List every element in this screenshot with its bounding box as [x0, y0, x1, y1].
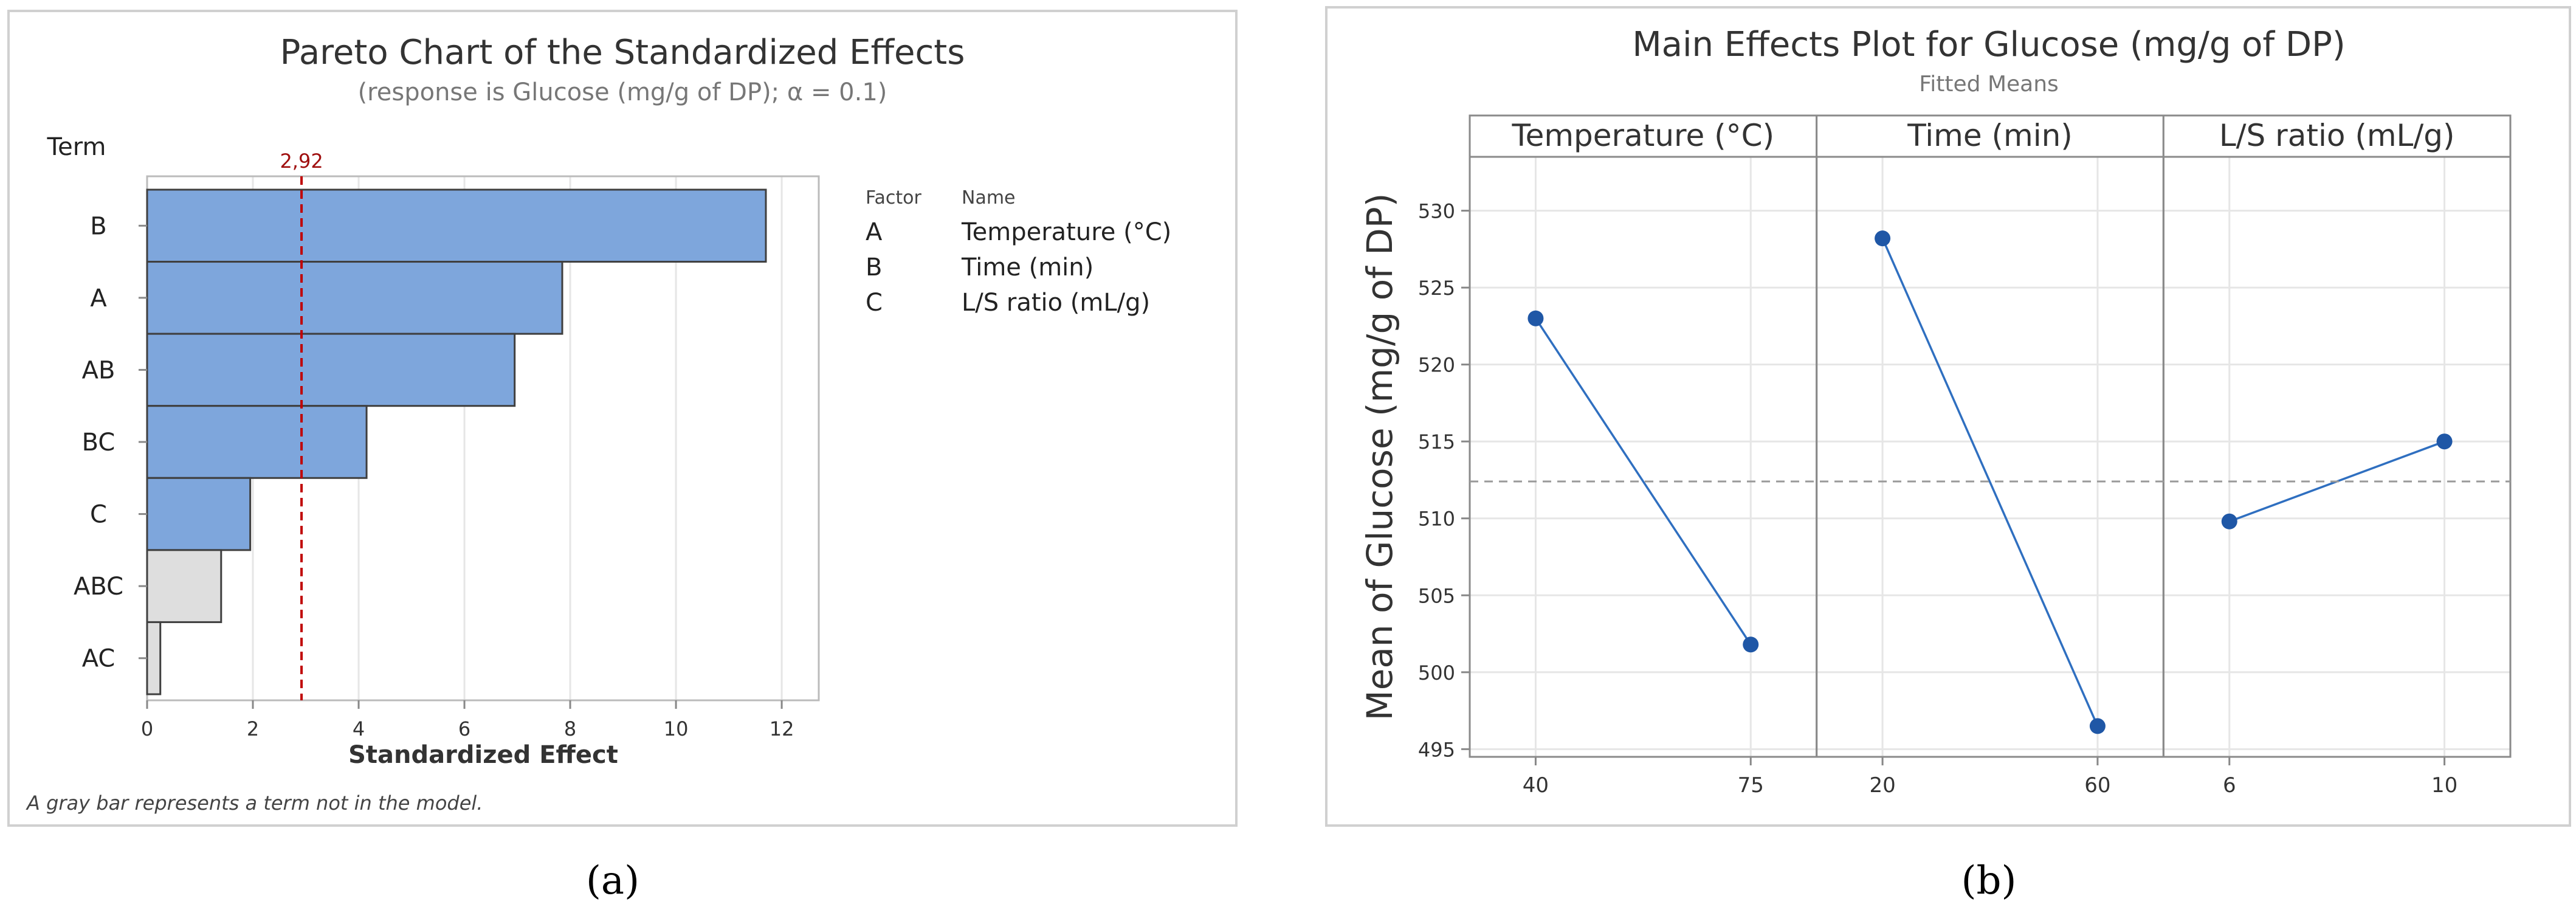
pareto-subtitle: (response is Glucose (mg/g of DP); α = 0…	[358, 78, 887, 106]
main-effects-panel: Main Effects Plot for Glucose (mg/g of D…	[1325, 6, 2571, 827]
pareto-x-tick-label: 10	[664, 717, 689, 740]
main-effects-y-tick-label: 515	[1418, 430, 1455, 454]
pareto-footnote: A gray bar represents a term not in the …	[26, 791, 483, 815]
factor-a-name: Temperature (°C)	[961, 218, 1171, 246]
main-effects-point	[2436, 433, 2453, 450]
pareto-bar-ac	[146, 621, 162, 695]
main-effects-point	[1743, 636, 1759, 653]
main-effects-y-tick-label: 530	[1418, 200, 1455, 223]
factor-b-name: Time (min)	[961, 253, 1093, 281]
main-effects-point	[1527, 310, 1544, 326]
main-effects-x-tick-label: 10	[2431, 773, 2457, 798]
pareto-x-tick-label: 4	[353, 717, 365, 740]
main-effects-x-tick-label: 6	[2223, 773, 2236, 798]
pareto-term-label: B	[90, 212, 106, 240]
factor-a-code: A	[866, 218, 883, 246]
main-effects-line	[1534, 317, 1752, 646]
main-effects-y-axis-label: Mean of Glucose (mg/g of DP)	[1359, 193, 1400, 721]
main-effects-x-tick-label: 75	[1738, 773, 1764, 798]
factor-c-code: C	[866, 289, 883, 317]
term-header: Term	[47, 133, 106, 161]
main-effects-y-tick-label: 525	[1418, 277, 1455, 300]
factor-legend: Factor Name A Temperature (°C) B Time (m…	[866, 187, 1171, 317]
main-effects-x-tick-label: 40	[1523, 773, 1549, 798]
pareto-title: Pareto Chart of the Standardized Effects	[280, 33, 965, 72]
pareto-x-tick-label: 8	[564, 717, 576, 740]
pareto-term-label: A	[90, 285, 107, 312]
pareto-bar-a	[146, 261, 563, 335]
main-effects-x-tick-label: 60	[2084, 773, 2110, 798]
main-effects-point	[2221, 513, 2237, 529]
pareto-term-label: C	[90, 501, 107, 529]
pareto-bar-b	[146, 188, 767, 263]
pareto-x-axis-label: Standardized Effect	[348, 741, 618, 769]
factor-header: Factor	[866, 187, 921, 209]
factor-c-name: L/S ratio (mL/g)	[962, 289, 1150, 317]
panel-strip-label: L/S ratio (mL/g)	[2219, 118, 2455, 153]
main-effects-point	[1875, 230, 1891, 247]
caption-a: (a)	[586, 858, 639, 903]
panel-strip	[1469, 114, 1818, 158]
main-effects-y-tick-label: 505	[1418, 584, 1455, 607]
main-effects-subtitle: Fitted Means	[1919, 72, 2059, 97]
pareto-bars	[146, 188, 767, 695]
factor-b-code: B	[866, 253, 882, 281]
pareto-x-tick-label: 2	[247, 717, 259, 740]
main-effects-y-tick-label: 510	[1418, 508, 1455, 531]
main-effects-y-tick-label: 500	[1418, 661, 1455, 685]
pareto-term-labels: B A AB BC C ABC AC	[74, 212, 147, 673]
pareto-bar-bc	[146, 405, 368, 479]
pareto-term-label: AC	[82, 645, 115, 673]
main-effects-y-tick-label: 520	[1418, 354, 1455, 377]
pareto-term-label: BC	[82, 429, 115, 457]
name-header: Name	[962, 187, 1016, 209]
main-effects-line	[1881, 238, 2099, 727]
caption-b: (b)	[1961, 858, 2017, 903]
pareto-term-label: ABC	[74, 573, 123, 601]
pareto-x-tick-label: 0	[141, 717, 153, 740]
main-effects-x-tick-label: 20	[1869, 773, 1895, 798]
panel-strip	[2162, 114, 2512, 158]
main-effects-y-tick-label: 495	[1418, 738, 1455, 761]
main-effects-title: Main Effects Plot for Glucose (mg/g of D…	[1632, 25, 2345, 64]
panel-strip	[1816, 114, 2164, 158]
pareto-chart-panel: Pareto Chart of the Standardized Effects…	[7, 10, 1238, 827]
pareto-x-tick-label: 6	[458, 717, 470, 740]
main-effects-point	[2089, 718, 2106, 734]
pareto-x-tick-label: 12	[770, 717, 794, 740]
pareto-term-label: AB	[82, 356, 115, 384]
main-effects-plot: 495 500 505 510 515 520 525 530 Temperature (°C)…	[1418, 114, 2512, 798]
pareto-bar-ab	[146, 333, 516, 407]
panel-strip-label: Time (min)	[1907, 118, 2073, 153]
pareto-x-ticks: 0 2 4 6 8 10 12	[141, 700, 794, 740]
panel-strip-label: Temperature (°C)	[1512, 118, 1775, 153]
pareto-bar-c	[146, 477, 252, 551]
main-effects-panel-frame	[2162, 156, 2512, 758]
reference-line-label: 2,92	[280, 150, 323, 173]
pareto-bar-abc	[146, 549, 222, 623]
